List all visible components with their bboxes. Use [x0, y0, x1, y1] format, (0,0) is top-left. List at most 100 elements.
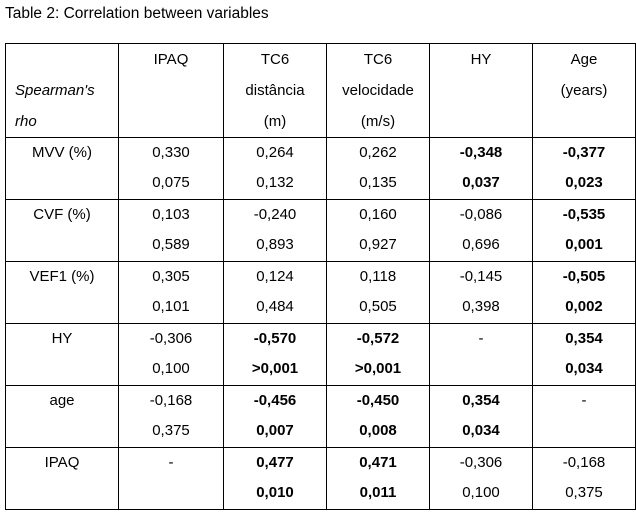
- data-cell: 0,471 0,011: [326, 447, 430, 510]
- correlation-coefficient: -0,535: [562, 206, 606, 223]
- p-value: 0,010: [256, 484, 294, 501]
- header-tc6-velocidade: TC6 velocidade (m/s): [326, 43, 430, 138]
- data-cell: 0,264 0,132: [223, 137, 327, 200]
- header-row: Spearman's rho IPAQ TC6 distância (m) TC…: [5, 43, 636, 138]
- data-cell: -0,086 0,696: [429, 199, 533, 262]
- p-value: 0,927: [359, 236, 397, 253]
- data-cell: 0,160 0,927: [326, 199, 430, 262]
- correlation-coefficient: 0,305: [152, 268, 190, 285]
- table-caption: Table 2: Correlation between variables: [5, 5, 269, 22]
- p-value: 0,034: [565, 360, 603, 377]
- data-cell: 0,477 0,010: [223, 447, 327, 510]
- correlation-coefficient: -0,505: [562, 268, 606, 285]
- correlation-coefficient: 0,160: [359, 206, 397, 223]
- correlation-coefficient: -0,086: [459, 206, 503, 223]
- data-cell: 0,330 0,075: [118, 137, 224, 200]
- header-line: (years): [560, 82, 608, 99]
- p-value: 0,101: [152, 298, 190, 315]
- data-cell: 0,262 0,135: [326, 137, 430, 200]
- correlation-coefficient: -0,377: [562, 144, 606, 161]
- table-row: HY -0,306 0,100 -0,570 >0,001 -0,572 >0,001-0,…: [5, 323, 636, 386]
- p-value: 0,893: [256, 236, 294, 253]
- data-cell: -0,240 0,893: [223, 199, 327, 262]
- p-value: [430, 354, 532, 384]
- correlation-coefficient: 0,471: [359, 454, 397, 471]
- p-value: 0,132: [256, 174, 294, 191]
- corner-line: Spearman's: [15, 82, 95, 99]
- p-value: 0,375: [152, 422, 190, 439]
- header-ipaq: IPAQ: [118, 43, 224, 138]
- row-label: IPAQ: [44, 454, 80, 471]
- header-line: IPAQ: [153, 51, 189, 68]
- correlation-coefficient: -0,240: [253, 206, 297, 223]
- p-value: 0,011: [359, 484, 397, 501]
- p-value: 0,398: [462, 298, 500, 315]
- table-row: age -0,168 0,375 -0,456 0,007 -0,450 0,008 0,35…: [5, 385, 636, 448]
- p-value: 0,100: [152, 360, 190, 377]
- table-row: VEF1 (%) 0,305 0,101 0,124 0,484 0,118 0,505 -0…: [5, 261, 636, 324]
- table-row: MVV (%) 0,330 0,075 0,264 0,132 0,262 0,135 -0,…: [5, 137, 636, 200]
- row-label-cell: VEF1 (%): [5, 261, 119, 324]
- data-cell: -0,377 0,023: [532, 137, 636, 200]
- correlation-coefficient: -0,168: [562, 454, 606, 471]
- row-label: HY: [51, 330, 73, 347]
- correlation-coefficient: 0,354: [565, 330, 603, 347]
- header-line: (m): [263, 113, 287, 130]
- correlation-table: Spearman's rho IPAQ TC6 distância (m) TC…: [5, 43, 636, 510]
- data-cell: 0,103 0,589: [118, 199, 224, 262]
- header-line: distância: [245, 82, 305, 99]
- header-corner-cell: Spearman's rho: [5, 43, 119, 138]
- correlation-coefficient: -0,306: [459, 454, 503, 471]
- data-cell: 0,305 0,101: [118, 261, 224, 324]
- data-cell: -: [532, 385, 636, 448]
- p-value: 0,075: [152, 174, 190, 191]
- correlation-coefficient: -: [168, 454, 174, 471]
- row-label: MVV (%): [32, 144, 92, 161]
- corner-line: [6, 44, 118, 75]
- data-cell: -0,306 0,100: [118, 323, 224, 386]
- correlation-coefficient: -0,450: [356, 392, 400, 409]
- correlation-coefficient: 0,118: [359, 268, 397, 285]
- p-value: 0,375: [565, 484, 603, 501]
- data-cell: -0,168 0,375: [118, 385, 224, 448]
- row-label-cell: MVV (%): [5, 137, 119, 200]
- data-cell: -0,535 0,001: [532, 199, 636, 262]
- p-value: 0,100: [462, 484, 500, 501]
- correlation-coefficient: -0,168: [149, 392, 193, 409]
- row-label-cell: CVF (%): [5, 199, 119, 262]
- correlation-coefficient: 0,124: [256, 268, 294, 285]
- header-line: Age: [570, 51, 598, 68]
- correlation-coefficient: 0,330: [152, 144, 190, 161]
- header-line: TC6: [260, 51, 290, 68]
- correlation-coefficient: -: [478, 330, 484, 347]
- data-cell: -0,348 0,037: [429, 137, 533, 200]
- data-cell: -0,450 0,008: [326, 385, 430, 448]
- p-value: 0,135: [359, 174, 397, 191]
- correlation-coefficient: 0,264: [256, 144, 294, 161]
- p-value: 0,696: [462, 236, 500, 253]
- row-label: VEF1 (%): [29, 268, 95, 285]
- p-value: 0,034: [462, 422, 500, 439]
- data-cell: -0,572 >0,001: [326, 323, 430, 386]
- table-row: CVF (%) 0,103 0,589 -0,240 0,893 0,160 0,927 -0…: [5, 199, 636, 262]
- correlation-coefficient: 0,103: [152, 206, 190, 223]
- data-cell: -0,456 0,007: [223, 385, 327, 448]
- data-cell: 0,118 0,505: [326, 261, 430, 324]
- header-line: HY: [470, 51, 492, 68]
- p-value: [119, 478, 223, 508]
- p-value: >0,001: [251, 360, 299, 377]
- correlation-coefficient: -0,570: [253, 330, 297, 347]
- header-age: Age (years): [532, 43, 636, 138]
- data-cell: 0,124 0,484: [223, 261, 327, 324]
- data-cell: 0,354 0,034: [532, 323, 636, 386]
- correlation-coefficient: -0,306: [149, 330, 193, 347]
- p-value: 0,008: [359, 422, 397, 439]
- header-tc6-distancia: TC6 distância (m): [223, 43, 327, 138]
- p-value: 0,037: [462, 174, 500, 191]
- correlation-coefficient: -0,572: [356, 330, 400, 347]
- table-body: MVV (%) 0,330 0,075 0,264 0,132 0,262 0,135 -0,…: [5, 137, 636, 510]
- data-cell: -0,168 0,375: [532, 447, 636, 510]
- p-value: 0,589: [152, 236, 190, 253]
- p-value: 0,007: [256, 422, 294, 439]
- data-cell: -0,306 0,100: [429, 447, 533, 510]
